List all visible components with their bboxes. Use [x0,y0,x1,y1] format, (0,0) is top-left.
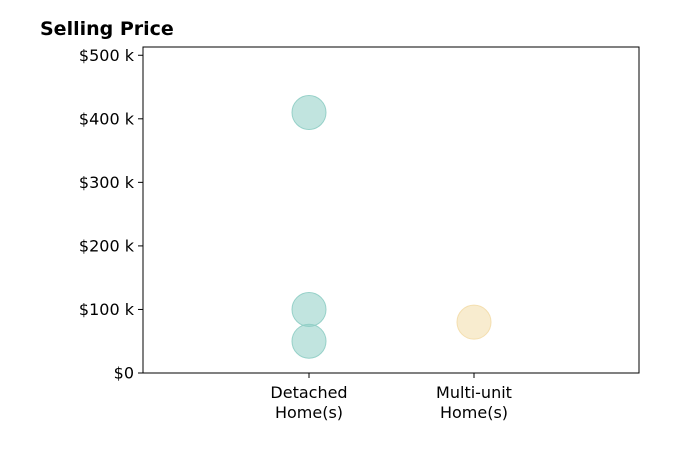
x-axis: Detached Home(s)Multi-unit Home(s) [270,373,512,422]
data-point [456,304,492,340]
plot-frame [142,46,640,374]
x-tick-label-line: Detached [270,383,347,402]
y-axis: $0 $100 k $200 k $300 k $400 k $500 k [79,46,143,383]
chart-title: Selling Price [40,18,174,40]
x-tick-label-line: Home(s) [275,403,343,422]
data-points [291,94,492,359]
y-tick-label: $300 k [79,173,135,192]
data-point [291,291,327,327]
y-tick-label: $500 k [79,46,135,65]
x-tick-label: Multi-unit Home(s) [436,383,512,422]
y-tick-label: $0 [114,364,134,383]
x-tick-label-line: Home(s) [440,403,508,422]
y-tick-label: $200 k [79,236,135,255]
data-point [291,94,327,130]
y-tick-label: $400 k [79,109,135,128]
x-tick-label: Detached Home(s) [270,383,347,422]
x-tick-label-line: Multi-unit [436,383,512,402]
y-tick-label: $100 k [79,300,135,319]
data-point [291,323,327,359]
